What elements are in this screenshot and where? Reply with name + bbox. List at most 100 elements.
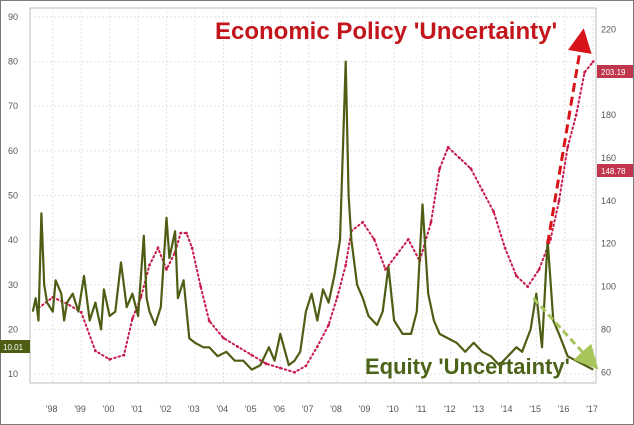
equity-last-tag-bg <box>0 340 30 353</box>
policy-point <box>236 345 240 348</box>
labels: Economic Policy 'Uncertainty' Equity 'Un… <box>215 18 570 379</box>
policy-point <box>395 253 399 256</box>
policy-point <box>557 199 561 203</box>
left-tick-label: 10 <box>8 369 18 379</box>
policy-point <box>526 285 530 288</box>
policy-point <box>79 310 83 314</box>
left-tick-label: 80 <box>8 57 18 67</box>
policy-point <box>438 167 441 171</box>
policy-point <box>156 246 160 250</box>
policy-point <box>250 353 254 357</box>
policy-point <box>199 285 203 288</box>
x-tick-label: '08 <box>330 404 342 414</box>
policy-point <box>469 167 473 171</box>
policy-point <box>190 246 194 250</box>
policy-point <box>207 319 211 323</box>
policy-point <box>335 295 339 299</box>
x-tick-label: '17 <box>586 404 598 414</box>
left-tick-label: 70 <box>8 101 18 111</box>
left-tick-label: 40 <box>8 235 18 245</box>
series-equity <box>31 60 594 371</box>
right-tick-label: 180 <box>601 110 616 120</box>
policy-line <box>37 60 595 374</box>
policy-point <box>515 274 518 278</box>
equity-line <box>31 60 594 371</box>
policy-a-tag: 203.19 <box>601 68 626 77</box>
value-tags: 10.01 203.19 148.78 <box>0 65 633 353</box>
right-tick-label: 120 <box>601 239 616 249</box>
annotation-equity: Equity 'Uncertainty' <box>365 354 570 379</box>
policy-point <box>131 317 134 321</box>
x-tick-label: '04 <box>216 404 228 414</box>
policy-point <box>344 263 348 267</box>
policy-point <box>446 145 450 149</box>
policy-point <box>122 353 126 357</box>
policy-point <box>458 156 461 160</box>
policy-point <box>503 246 507 250</box>
policy-point <box>315 345 319 348</box>
policy-point <box>566 145 569 149</box>
equity-last-tag: 10.01 <box>3 343 24 352</box>
policy-point <box>94 349 97 353</box>
policy-point <box>165 268 168 271</box>
left-tick-label: 30 <box>8 280 18 290</box>
policy-point <box>179 231 183 235</box>
axes: 1020304050607080906080100120140160180200… <box>8 12 616 414</box>
policy-point <box>492 210 495 214</box>
x-tick-label: '14 <box>501 404 513 414</box>
x-tick-label: '99 <box>74 404 86 414</box>
policy-b-tag: 148.78 <box>601 167 626 176</box>
policy-point <box>304 364 308 368</box>
annotation-policy: Economic Policy 'Uncertainty' <box>215 18 557 45</box>
arrows <box>532 28 599 370</box>
policy-point <box>429 220 433 224</box>
right-tick-label: 160 <box>601 153 616 163</box>
right-tick-label: 140 <box>601 196 616 206</box>
x-tick-label: '98 <box>46 404 58 414</box>
x-tick-label: '00 <box>103 404 115 414</box>
right-tick-label: 100 <box>601 282 616 292</box>
policy-point <box>583 70 586 74</box>
policy-point <box>108 358 111 361</box>
policy-point <box>372 238 376 241</box>
x-tick-label: '09 <box>359 404 371 414</box>
policy-point <box>185 231 188 235</box>
policy-trend-arrow <box>546 28 592 244</box>
right-tick-label: 220 <box>601 24 616 34</box>
right-tick-label: 60 <box>601 367 611 377</box>
x-tick-label: '01 <box>131 404 143 414</box>
grid <box>29 7 597 384</box>
x-tick-label: '05 <box>245 404 257 414</box>
x-tick-label: '02 <box>160 404 172 414</box>
x-tick-label: '15 <box>529 404 541 414</box>
policy-point <box>148 263 151 267</box>
x-tick-label: '13 <box>472 404 484 414</box>
equity-trend-arrow <box>532 297 599 370</box>
left-tick-label: 20 <box>8 324 18 334</box>
x-tick-label: '07 <box>302 404 314 414</box>
x-tick-label: '11 <box>416 404 427 414</box>
x-tick-label: '06 <box>273 404 285 414</box>
policy-b-tag-bg <box>597 164 633 177</box>
policy-point <box>384 268 387 271</box>
left-tick-label: 90 <box>8 12 18 22</box>
policy-point <box>264 362 268 366</box>
policy-point <box>480 188 484 192</box>
x-tick-label: '16 <box>558 404 570 414</box>
policy-point <box>327 323 330 327</box>
policy-point <box>361 220 365 224</box>
x-tick-label: '03 <box>188 404 200 414</box>
policy-point <box>406 238 410 241</box>
x-tick-label: '10 <box>387 404 399 414</box>
policy-point <box>537 268 541 271</box>
policy-a-tag-bg <box>597 65 633 78</box>
left-tick-label: 50 <box>8 191 18 201</box>
left-tick-label: 60 <box>8 146 18 156</box>
policy-point <box>591 60 595 63</box>
policy-point <box>222 336 225 340</box>
policy-point <box>574 113 578 117</box>
policy-point <box>293 370 296 374</box>
series-policy <box>37 60 595 374</box>
